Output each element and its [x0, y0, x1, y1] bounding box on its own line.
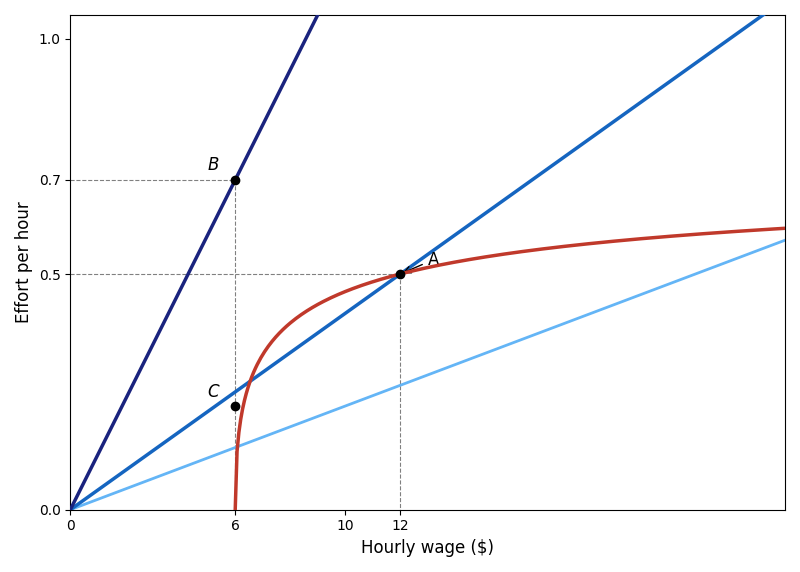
Y-axis label: Effort per hour: Effort per hour: [15, 201, 33, 323]
Text: C: C: [208, 383, 219, 400]
Text: B: B: [208, 157, 219, 174]
Text: A: A: [404, 251, 439, 273]
X-axis label: Hourly wage ($): Hourly wage ($): [361, 539, 494, 557]
